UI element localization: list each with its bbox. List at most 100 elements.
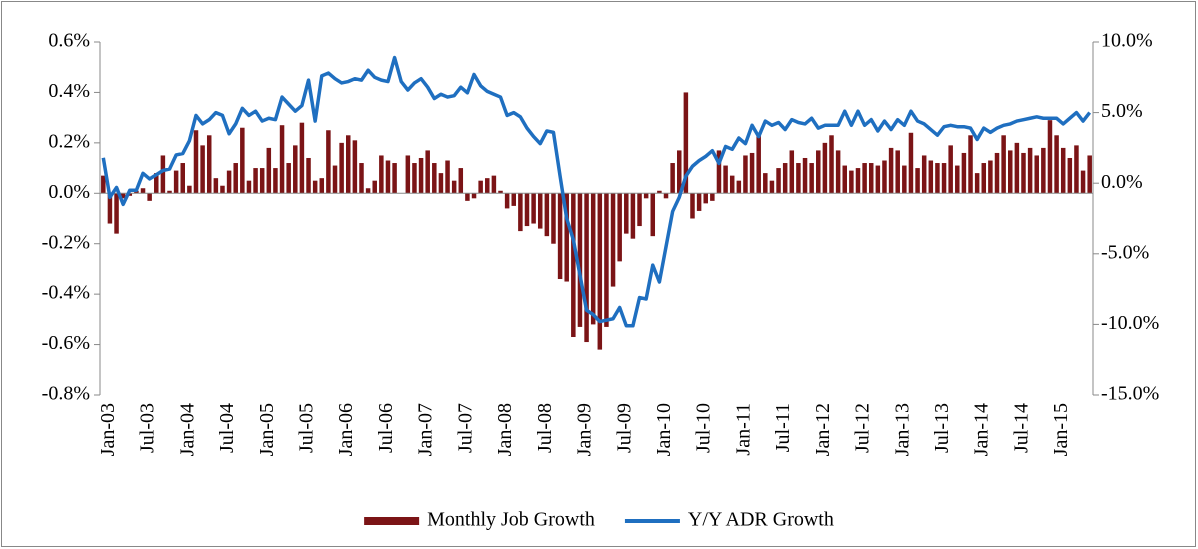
bar: [392, 163, 397, 194]
bar: [756, 135, 761, 194]
y2-tick-label: 0.0%: [1101, 171, 1143, 193]
bar: [822, 142, 828, 194]
bar: [365, 188, 371, 194]
bar: [789, 150, 795, 194]
bar: [385, 160, 391, 194]
bar: [941, 163, 947, 194]
bar: [299, 122, 305, 194]
bar: [1047, 120, 1053, 194]
y-tick-label: -0.6%: [42, 332, 90, 354]
y2-tick-label: 10.0%: [1101, 30, 1153, 52]
bar: [498, 190, 503, 194]
bar: [604, 193, 609, 327]
bar: [670, 163, 675, 194]
bar: [915, 168, 920, 194]
bar: [372, 180, 377, 194]
bar: [332, 165, 338, 194]
legend-swatch: [364, 517, 420, 525]
bar: [193, 130, 199, 194]
x-tick-label: Jul-14: [1010, 403, 1032, 453]
bar: [928, 160, 934, 194]
y-tick-label: -0.2%: [42, 231, 90, 253]
bar: [504, 193, 510, 209]
legend-label: Monthly Job Growth: [427, 509, 595, 531]
bar: [1054, 135, 1059, 194]
bar: [696, 193, 702, 211]
bar: [445, 160, 450, 194]
x-tick-label: Jan-09: [574, 403, 596, 456]
bar: [180, 163, 186, 194]
bar: [134, 190, 139, 194]
bar: [286, 163, 291, 194]
bar: [339, 142, 344, 194]
bar: [935, 163, 940, 194]
bar: [1021, 152, 1026, 194]
bar: [273, 168, 278, 194]
x-tick-label: Jul-10: [693, 403, 715, 453]
x-tick-label: Jan-08: [494, 403, 516, 456]
bar: [723, 165, 728, 194]
bar: [968, 135, 973, 194]
bar: [657, 190, 662, 194]
bar: [114, 193, 119, 234]
x-tick-label: Jul-12: [852, 403, 874, 453]
y-tick-label: 0.6%: [48, 30, 90, 52]
bar: [676, 150, 682, 194]
bar: [955, 165, 960, 194]
bar: [902, 165, 907, 194]
bar: [796, 163, 801, 194]
bar: [597, 193, 603, 350]
bar: [120, 193, 126, 199]
bar: [160, 155, 166, 194]
bar: [359, 163, 364, 194]
bar: [749, 152, 755, 194]
bar: [319, 178, 325, 194]
bar: [1060, 147, 1066, 194]
bar: [895, 150, 900, 194]
bar: [551, 193, 556, 244]
bar: [220, 185, 225, 194]
bar: [405, 155, 411, 194]
bar: [683, 92, 689, 194]
y-tick-label: 0.2%: [48, 130, 90, 152]
bar: [590, 193, 596, 325]
bar: [478, 180, 483, 194]
bar: [154, 173, 159, 194]
x-tick-label: Jan-10: [653, 403, 675, 456]
bar: [465, 193, 470, 201]
bar: [1007, 150, 1013, 194]
bar: [868, 163, 874, 194]
y-tick-label: -0.8%: [42, 383, 90, 405]
x-tick-label: Jan-04: [176, 403, 198, 456]
bar: [107, 193, 113, 224]
bar: [1067, 157, 1073, 194]
bar: [763, 173, 768, 194]
bar: [1001, 135, 1006, 194]
bar: [743, 155, 748, 194]
bar: [471, 193, 477, 199]
bar: [1014, 142, 1020, 194]
bar: [200, 145, 205, 194]
bar: [1080, 170, 1086, 194]
y2-tick-label: 5.0%: [1101, 100, 1143, 122]
bar: [1074, 145, 1079, 194]
bar: [187, 185, 192, 194]
x-tick-label: Jan-06: [335, 403, 357, 456]
bar: [564, 193, 569, 282]
bar: [518, 193, 523, 232]
bar: [537, 193, 543, 229]
bar: [101, 175, 106, 194]
bar: [809, 163, 814, 194]
bar: [769, 180, 775, 194]
bar: [253, 168, 258, 194]
bar: [140, 188, 146, 194]
bar: [888, 147, 894, 194]
bar: [345, 135, 351, 194]
bar: [557, 193, 563, 280]
bar: [233, 163, 238, 194]
bar: [1034, 155, 1039, 194]
bar: [1087, 155, 1092, 194]
x-tick-label: Jan-11: [732, 403, 754, 456]
bar: [485, 178, 490, 194]
